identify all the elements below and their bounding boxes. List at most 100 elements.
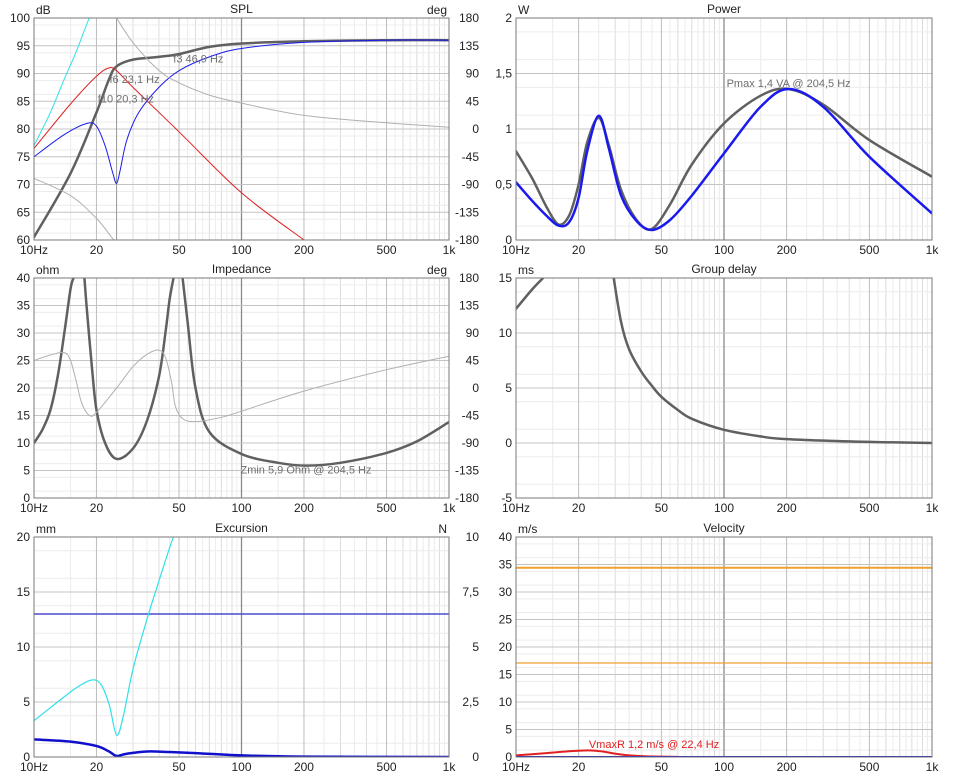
y-axis-unit: m/s: [518, 522, 537, 536]
y2-tick-label: 10: [466, 530, 480, 544]
y-tick-label: 90: [17, 67, 31, 81]
y-tick-label: 5: [23, 464, 30, 478]
chart-title: SPL: [230, 2, 253, 16]
annotation-label: Zmin 5,9 Ohm @ 204,5 Hz: [240, 464, 371, 476]
y-tick-label: 10: [499, 695, 513, 709]
y2-tick-label: 135: [459, 39, 479, 53]
impedance-chart-series-3: [34, 349, 449, 423]
y-tick-label: 10: [17, 640, 31, 654]
y-tick-label: 75: [17, 150, 31, 164]
x-tick-label: 20: [90, 760, 104, 774]
chart-title: Group delay: [691, 262, 756, 276]
y-tick-label: 25: [499, 613, 513, 627]
x-tick-label: 100: [714, 243, 734, 257]
x-tick-label: 500: [859, 760, 879, 774]
y-tick-label: 15: [17, 409, 31, 423]
y2-tick-label: 0: [472, 122, 479, 136]
chart-title: Impedance: [212, 262, 272, 276]
x-tick-label: 50: [655, 760, 669, 774]
y-axis-unit: W: [518, 3, 530, 17]
x-tick-label: 10Hz: [502, 243, 530, 257]
y2-tick-label: 45: [466, 94, 480, 108]
x-tick-label: 100: [231, 501, 251, 515]
y2-tick-label: -135: [455, 205, 479, 219]
y-tick-label: 40: [17, 271, 31, 285]
y-tick-label: 1: [505, 122, 512, 136]
y-tick-label: 2: [505, 11, 512, 25]
x-tick-label: 100: [714, 760, 734, 774]
y2-tick-label: 0: [472, 750, 479, 764]
impedance-chart-series-0: [34, 278, 75, 445]
x-tick-label: 20: [90, 243, 104, 257]
spl-chart-series-4: [34, 177, 116, 240]
y-tick-label: 0,5: [495, 178, 512, 192]
y-tick-label: 95: [17, 39, 31, 53]
group-delay-chart: Group delay ms -5 0 5 10 15 10Hz 20 50 100 200 500 1k: [499, 262, 940, 515]
x-tick-label: 20: [572, 760, 586, 774]
chart-title: Excursion: [215, 521, 268, 535]
annotation-label: f10 20,3 Hz: [98, 93, 154, 105]
y2-tick-label: 45: [466, 354, 480, 368]
x-tick-label: 10Hz: [20, 243, 48, 257]
series-group: [516, 87, 932, 232]
y2-tick-label: -180: [455, 233, 479, 247]
group-delay-chart-series-1: [612, 278, 932, 445]
y-tick-label: 0: [23, 750, 30, 764]
x-tick-label: 50: [655, 243, 669, 257]
x-tick-label: 100: [231, 243, 251, 257]
y2-tick-label: -90: [462, 436, 480, 450]
y-tick-label: 30: [17, 326, 31, 340]
series-group: [34, 18, 449, 240]
annotation-label: Pmax 1,4 VA @ 204,5 Hz: [727, 78, 851, 90]
x-tick-label: 100: [714, 501, 734, 515]
y-tick-label: 15: [499, 271, 513, 285]
excursion-chart-series-2: [34, 738, 449, 757]
y-tick-label: 5: [505, 723, 512, 737]
annotation-label: f6 23,1 Hz: [109, 74, 159, 86]
x-tick-label: 500: [377, 501, 397, 515]
excursion-chart-series-1: [34, 537, 175, 736]
y-tick-label: 5: [23, 695, 30, 709]
series-group: [516, 278, 932, 445]
x-tick-label: 20: [572, 243, 586, 257]
x-tick-label: 50: [172, 501, 186, 515]
y-tick-label: 60: [17, 233, 31, 247]
y-tick-label: 80: [17, 122, 31, 136]
x-tick-label: 500: [859, 243, 879, 257]
annotation-label: VmaxR 1,2 m/s @ 22,4 Hz: [589, 739, 719, 751]
y-tick-label: 5: [505, 381, 512, 395]
y2-tick-label: -90: [462, 178, 480, 192]
x-tick-label: 1k: [443, 760, 457, 774]
plot-frame: [515, 536, 933, 758]
y-tick-label: 65: [17, 205, 31, 219]
y-tick-label: 70: [17, 178, 31, 192]
x-tick-label: 200: [294, 760, 314, 774]
y-tick-label: 15: [17, 585, 31, 599]
plot-frame: [515, 17, 933, 241]
plot-frame: [515, 277, 933, 499]
y2-tick-label: 7,5: [462, 585, 479, 599]
x-tick-label: 1k: [926, 243, 940, 257]
y-tick-label: 35: [17, 299, 31, 313]
series-group: [516, 566, 932, 757]
y-tick-label: 30: [499, 585, 513, 599]
x-tick-label: 1k: [443, 501, 457, 515]
chart-title: Velocity: [703, 521, 744, 535]
y-tick-label: 0: [505, 233, 512, 247]
y-axis-unit: dB: [36, 3, 51, 17]
x-tick-label: 50: [172, 760, 186, 774]
y2-tick-label: -45: [462, 150, 480, 164]
x-tick-label: 10Hz: [502, 760, 530, 774]
x-tick-label: 50: [172, 243, 186, 257]
velocity-chart-series-2: [516, 749, 679, 757]
y-tick-label: 10: [17, 436, 31, 450]
y-tick-label: 85: [17, 94, 31, 108]
y2-tick-label: 5: [472, 640, 479, 654]
y-tick-label: 25: [17, 354, 31, 368]
x-tick-label: 200: [777, 243, 797, 257]
y2-tick-label: 2,5: [462, 695, 479, 709]
x-tick-label: 10Hz: [20, 501, 48, 515]
y2-tick-label: 180: [459, 271, 479, 285]
